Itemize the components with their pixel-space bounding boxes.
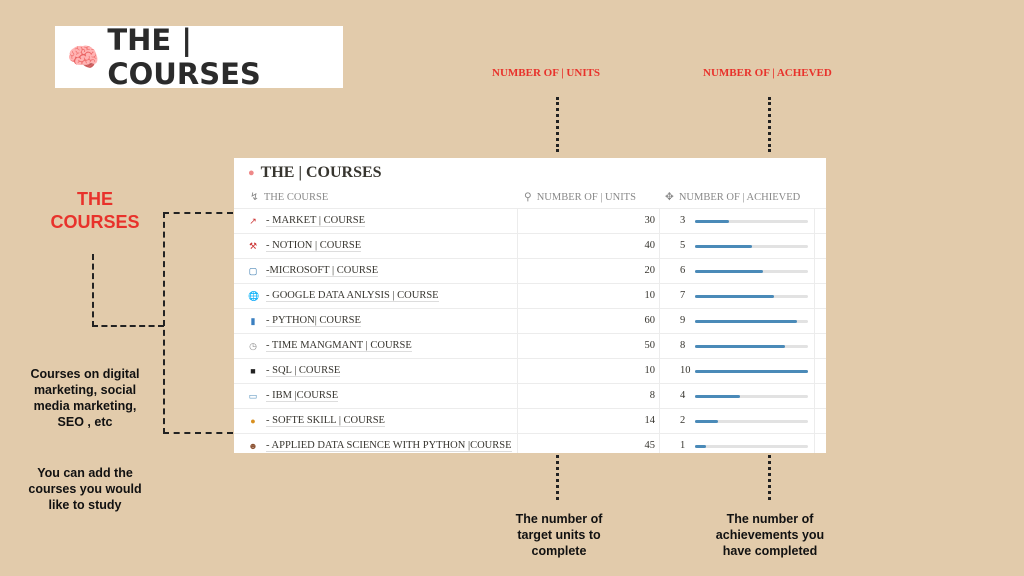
course-name[interactable]: - NOTION | COURSE: [266, 240, 362, 252]
progress-fill: [695, 245, 752, 248]
course-name[interactable]: - PYTHON| COURSE: [266, 315, 361, 327]
course-name[interactable]: - SOFTE SKILL | COURSE: [266, 415, 385, 427]
progress-track: [695, 295, 808, 298]
table-row[interactable]: ◷ - TIME MANGMANT | COURSE 50 8: [234, 333, 826, 358]
progress-fill: [695, 320, 797, 323]
units-value: 60: [644, 315, 656, 326]
units-value: 14: [644, 415, 656, 426]
units-value: 50: [644, 340, 656, 351]
brain-icon: 🧠: [67, 41, 100, 72]
progress-track: [695, 320, 808, 323]
achieved-value: 1: [680, 440, 686, 451]
units-column-icon: ⚲: [524, 192, 532, 203]
units-value: 20: [644, 265, 656, 276]
progress-fill: [695, 295, 775, 298]
progress-track: [695, 345, 808, 348]
units-value: 10: [644, 290, 656, 301]
progress-fill: [695, 395, 741, 398]
course-column-icon: ↯: [250, 192, 259, 203]
brain-icon: ●: [248, 167, 255, 179]
progress-fill: [695, 445, 707, 448]
achieved-pointer: [768, 97, 771, 152]
progress-fill: [695, 370, 808, 373]
course-name[interactable]: - TIME MANGMANT | COURSE: [266, 340, 412, 352]
globe-icon: 🌐: [248, 291, 260, 301]
table-row[interactable]: ▢ -MICROSOFT | COURSE 20 6: [234, 258, 826, 283]
square-icon: ■: [250, 366, 256, 376]
course-name[interactable]: - IBM |COURSE: [266, 390, 339, 402]
header-course[interactable]: ↯ THE COURSE: [250, 191, 329, 204]
course-name[interactable]: - APPLIED DATA SCIENCE WITH PYTHON |COUR…: [266, 440, 512, 452]
units-value: 40: [644, 240, 656, 251]
progress-fill: [695, 270, 763, 273]
column-divider: [517, 208, 518, 453]
achieved-note: The number of achievements you have comp…: [715, 512, 825, 558]
achieved-label: NUMBER OF | ACHEVED: [703, 67, 832, 79]
table-row[interactable]: ▮ - PYTHON| COURSE 60 9: [234, 308, 826, 333]
achieved-value: 3: [680, 215, 686, 226]
course-name[interactable]: - SQL | COURSE: [266, 365, 341, 377]
courses-note: Courses on digital marketing, social med…: [30, 367, 140, 429]
title-banner: 🧠 THE | COURSES: [55, 23, 343, 91]
course-name[interactable]: - MARKET | COURSE: [266, 215, 366, 227]
achieved-value: 6: [680, 265, 686, 276]
laptop-icon: ▭: [248, 391, 258, 401]
progress-track: [695, 395, 808, 398]
clock-icon: ◷: [249, 341, 257, 351]
person-icon: ☻: [248, 441, 258, 451]
table-title: THE | COURSES: [260, 164, 382, 181]
page-title: THE | COURSES: [107, 23, 261, 91]
achieved-column-icon: ✥: [665, 192, 674, 203]
table-row[interactable]: ▭ - IBM |COURSE 8 4: [234, 383, 826, 408]
progress-track: [695, 220, 808, 223]
progress-track: [695, 420, 808, 423]
courses-table: ● THE | COURSES ↯ THE COURSE ⚲ NUMBER OF | …: [234, 158, 826, 453]
table-row[interactable]: ☻ - APPLIED DATA SCIENCE WITH PYTHON |COU…: [234, 433, 826, 458]
units-pointer: [556, 97, 559, 152]
column-divider: [814, 208, 815, 453]
progress-track: [695, 245, 808, 248]
bulb-icon: ●: [250, 416, 256, 426]
achieved-value: 4: [680, 390, 686, 401]
add-note: You can add the courses you would like t…: [28, 466, 142, 512]
achieved-pointer-bottom: [768, 455, 771, 500]
progress-track: [695, 370, 808, 373]
units-value: 8: [649, 390, 655, 401]
bar-chart-icon: ▮: [250, 316, 256, 326]
table-row[interactable]: 🌐 - GOOGLE DATA ANLYSIS | COURSE 10 7: [234, 283, 826, 308]
header-units[interactable]: ⚲ NUMBER OF | UNITS: [524, 191, 636, 204]
progress-track: [695, 445, 808, 448]
achieved-value: 9: [680, 315, 686, 326]
table-row[interactable]: ⚒ - NOTION | COURSE 40 5: [234, 233, 826, 258]
progress-fill: [695, 420, 718, 423]
chart-icon: ↗: [249, 216, 257, 226]
table-row[interactable]: ↗ - MARKET | COURSE 30 3: [234, 208, 826, 233]
achieved-value: 5: [680, 240, 686, 251]
bracket: [163, 212, 233, 434]
achieved-value: 10: [680, 365, 691, 376]
achieved-value: 8: [680, 340, 686, 351]
units-label: NUMBER OF | UNITS: [492, 67, 601, 79]
table-row[interactable]: ■ - SQL | COURSE 10 10: [234, 358, 826, 383]
table-row[interactable]: ● - SOFTE SKILL | COURSE 14 2: [234, 408, 826, 433]
header-achieved[interactable]: ✥ NUMBER OF | ACHIEVED: [665, 191, 801, 204]
units-pointer-bottom: [556, 455, 559, 500]
achieved-value: 7: [680, 290, 686, 301]
achieved-value: 2: [680, 415, 686, 426]
units-value: 45: [644, 440, 656, 451]
courses-label: THE COURSES: [50, 189, 140, 232]
course-name[interactable]: -MICROSOFT | COURSE: [266, 265, 379, 277]
progress-fill: [695, 345, 786, 348]
bracket-connector: [92, 254, 164, 327]
progress-track: [695, 270, 808, 273]
units-value: 10: [644, 365, 656, 376]
crane-icon: ⚒: [248, 241, 258, 251]
units-value: 30: [644, 215, 656, 226]
column-divider: [659, 208, 660, 453]
progress-fill: [695, 220, 729, 223]
units-note: The number of target units to complete: [515, 512, 603, 558]
note-icon: ▢: [248, 266, 258, 276]
course-name[interactable]: - GOOGLE DATA ANLYSIS | COURSE: [266, 290, 439, 302]
